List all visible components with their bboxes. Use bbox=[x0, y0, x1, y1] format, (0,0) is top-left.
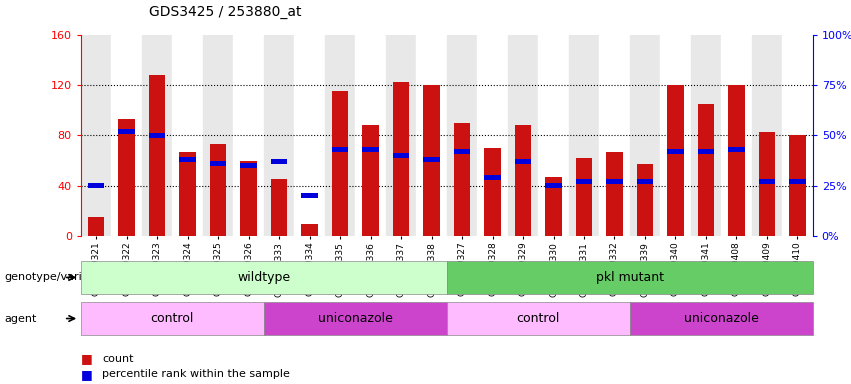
Bar bbox=[515, 159, 531, 164]
Bar bbox=[118, 129, 135, 134]
Bar bbox=[606, 179, 623, 184]
Bar bbox=[301, 223, 318, 236]
Bar bbox=[599, 35, 630, 236]
Bar bbox=[332, 91, 348, 236]
Bar bbox=[758, 179, 775, 184]
Text: wildtype: wildtype bbox=[237, 271, 290, 284]
Bar bbox=[637, 164, 654, 236]
Bar bbox=[271, 159, 288, 164]
Bar bbox=[484, 148, 501, 236]
Text: control: control bbox=[151, 312, 194, 325]
Bar bbox=[568, 35, 599, 236]
Bar bbox=[240, 161, 257, 236]
Bar bbox=[630, 35, 660, 236]
Bar bbox=[423, 157, 440, 162]
Bar bbox=[508, 35, 538, 236]
Bar bbox=[728, 147, 745, 152]
Bar bbox=[111, 35, 142, 236]
Bar bbox=[477, 35, 508, 236]
Bar bbox=[88, 217, 105, 236]
Bar bbox=[203, 35, 233, 236]
Text: ■: ■ bbox=[81, 368, 93, 381]
Bar bbox=[81, 35, 111, 236]
Bar bbox=[233, 35, 264, 236]
Text: agent: agent bbox=[4, 313, 37, 324]
Bar bbox=[691, 35, 721, 236]
Bar bbox=[142, 35, 172, 236]
Bar bbox=[606, 152, 623, 236]
Bar bbox=[180, 157, 196, 162]
Bar bbox=[667, 149, 684, 154]
Bar bbox=[728, 85, 745, 236]
Bar bbox=[392, 153, 409, 158]
Bar bbox=[363, 147, 379, 152]
Bar bbox=[758, 132, 775, 236]
Text: GDS3425 / 253880_at: GDS3425 / 253880_at bbox=[149, 5, 301, 19]
Bar bbox=[355, 35, 386, 236]
Bar bbox=[454, 123, 471, 236]
Bar bbox=[271, 179, 288, 236]
Bar bbox=[698, 104, 714, 236]
Bar bbox=[423, 85, 440, 236]
Bar bbox=[264, 35, 294, 236]
Bar bbox=[118, 119, 135, 236]
Text: uniconazole: uniconazole bbox=[684, 312, 758, 325]
Bar bbox=[454, 149, 471, 154]
Bar bbox=[660, 35, 691, 236]
Bar bbox=[789, 179, 806, 184]
Bar bbox=[392, 83, 409, 236]
Bar bbox=[172, 35, 203, 236]
Bar bbox=[667, 85, 684, 236]
Bar bbox=[325, 35, 355, 236]
Bar bbox=[386, 35, 416, 236]
Bar bbox=[782, 35, 813, 236]
Bar bbox=[545, 177, 562, 236]
Bar bbox=[240, 163, 257, 168]
Text: ■: ■ bbox=[81, 353, 93, 366]
Bar bbox=[637, 179, 654, 184]
Text: control: control bbox=[517, 312, 560, 325]
Text: count: count bbox=[102, 354, 134, 364]
Text: genotype/variation: genotype/variation bbox=[4, 272, 111, 283]
Bar bbox=[149, 75, 165, 236]
Bar bbox=[180, 152, 196, 236]
Text: pkl mutant: pkl mutant bbox=[596, 271, 664, 284]
Bar bbox=[721, 35, 751, 236]
Bar bbox=[209, 161, 226, 166]
Bar bbox=[149, 133, 165, 138]
Bar bbox=[575, 179, 592, 184]
Bar bbox=[575, 158, 592, 236]
Bar bbox=[545, 183, 562, 188]
Text: uniconazole: uniconazole bbox=[318, 312, 392, 325]
Bar bbox=[363, 125, 379, 236]
Bar bbox=[484, 175, 501, 180]
Bar bbox=[294, 35, 325, 236]
Bar bbox=[515, 125, 531, 236]
Bar bbox=[301, 193, 318, 199]
Bar bbox=[209, 144, 226, 236]
Bar bbox=[88, 183, 105, 188]
Bar bbox=[751, 35, 782, 236]
Bar bbox=[698, 149, 714, 154]
Bar bbox=[447, 35, 477, 236]
Bar bbox=[416, 35, 447, 236]
Bar bbox=[332, 147, 348, 152]
Bar bbox=[538, 35, 568, 236]
Text: percentile rank within the sample: percentile rank within the sample bbox=[102, 369, 290, 379]
Bar bbox=[789, 136, 806, 236]
